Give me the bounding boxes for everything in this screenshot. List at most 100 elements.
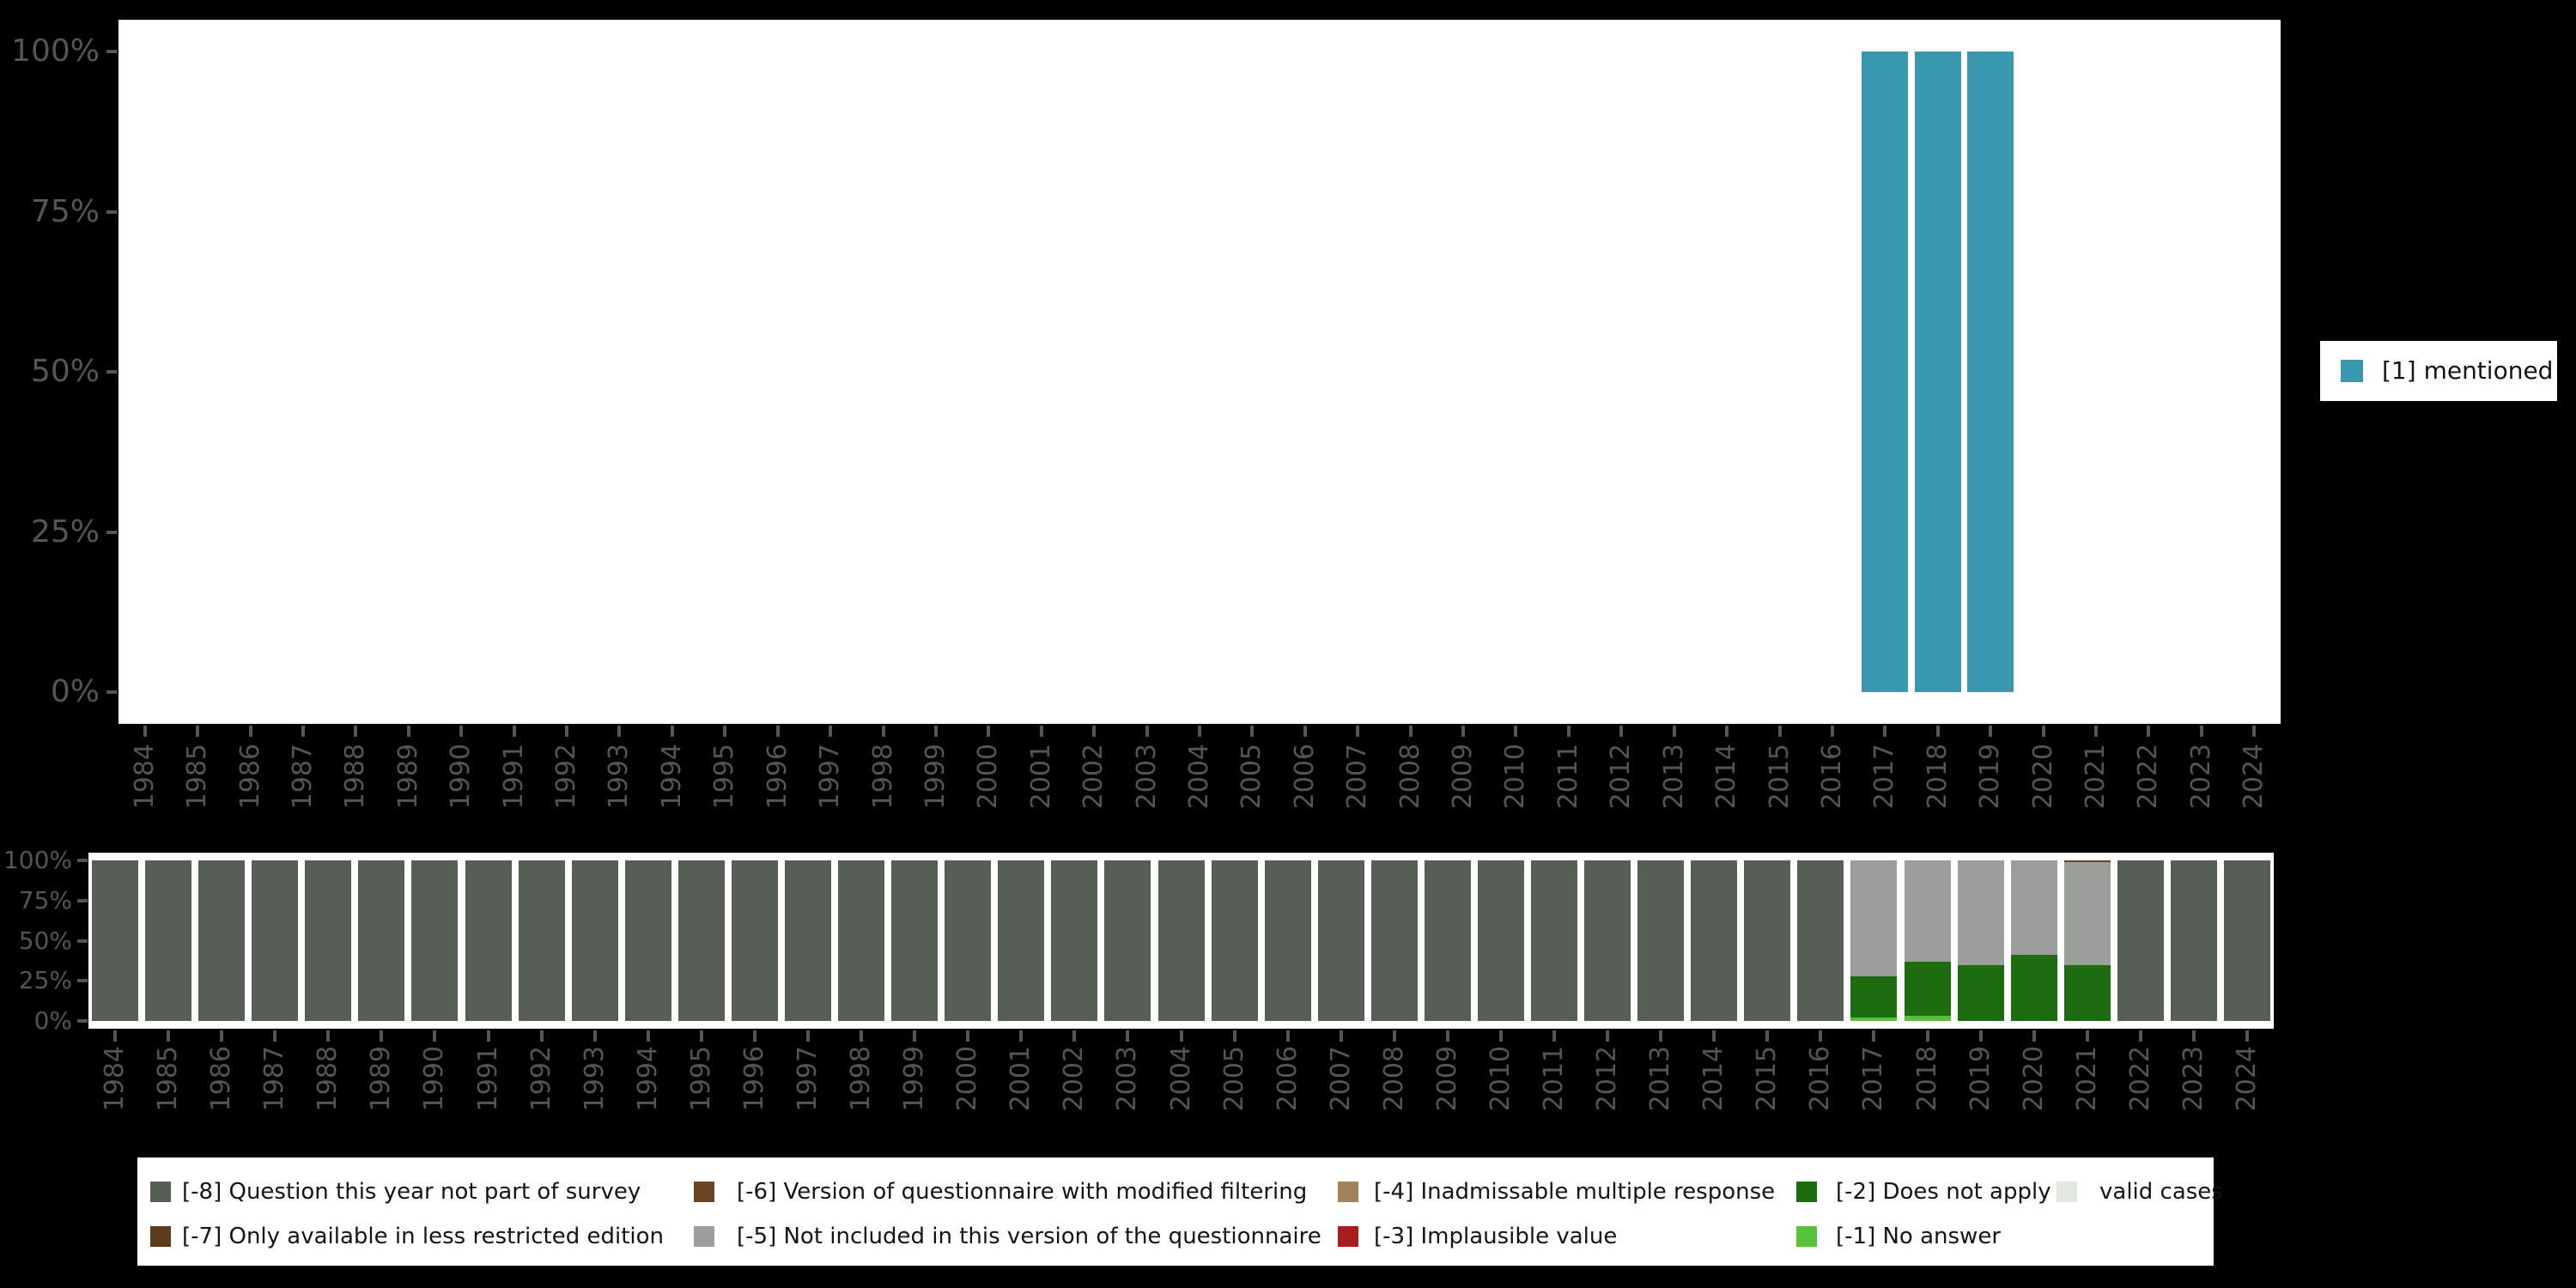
bottom-bar-1997 xyxy=(784,860,831,1021)
bottom-chart-x-tick-1988 xyxy=(326,1030,331,1042)
top-chart-x-tick-2019 xyxy=(1989,726,1993,737)
bottom-bar-2007 xyxy=(1317,860,1364,1021)
bottom-bar-1994 xyxy=(624,860,671,1021)
top-chart-x-tick-2024 xyxy=(2252,726,2257,737)
bottom-bar-2011 xyxy=(1531,860,1577,1021)
bar-segment-1999--8 xyxy=(891,860,939,1021)
bottom-chart-x-tick-label-2020: 2020 xyxy=(2018,1046,2049,1112)
bar-segment-2020--5 xyxy=(2010,860,2057,956)
bottom-chart-x-tick-label-2003: 2003 xyxy=(1112,1046,1143,1112)
bottom-bar-2021 xyxy=(2063,860,2111,1021)
top-chart-x-tick-1995 xyxy=(723,726,727,737)
top-chart-x-tick-1986 xyxy=(248,726,252,737)
bottom-chart-x-tick-2003 xyxy=(1126,1030,1130,1042)
top-bar-2018 xyxy=(1914,52,1961,692)
bottom-chart-x-tick-label-2010: 2010 xyxy=(1485,1046,1516,1112)
bar-segment-1988--8 xyxy=(305,860,352,1021)
bottom-chart-x-tick-1989 xyxy=(380,1030,384,1042)
bottom-chart-x-tick-2012 xyxy=(1606,1030,1610,1042)
legend-swatch--4 xyxy=(1338,1182,1358,1202)
bottom-bar-1992 xyxy=(518,860,565,1021)
bar-segment-2008--8 xyxy=(1370,860,1418,1021)
top-chart-x-tick-label-2004: 2004 xyxy=(1184,744,1214,810)
bottom-bar-1986 xyxy=(198,860,246,1021)
top-chart-x-tick-2011 xyxy=(1566,726,1571,737)
bar-segment-2003--8 xyxy=(1104,860,1151,1021)
legend-label--2: [-2] Does not apply xyxy=(1836,1179,2051,1205)
top-chart-x-tick-2012 xyxy=(1619,726,1624,737)
top-chart-y-tick-50 xyxy=(106,370,117,374)
bottom-bar-1987 xyxy=(252,860,299,1021)
bar-segment-1998--8 xyxy=(838,860,885,1021)
bottom-chart-x-tick-2024 xyxy=(2245,1030,2249,1042)
top-chart-y-tick-label-100: 100% xyxy=(11,33,100,69)
bottom-chart-y-tick-label-100: 100% xyxy=(3,846,72,874)
top-chart-x-tick-label-1988: 1988 xyxy=(340,744,371,810)
top-chart-x-tick-label-1992: 1992 xyxy=(551,744,582,810)
bottom-chart-y-tick-50 xyxy=(77,939,88,943)
legend-swatch-mentioned xyxy=(2341,360,2363,382)
top-chart-x-tick-2014 xyxy=(1725,726,1729,737)
bottom-chart-x-tick-2019 xyxy=(1978,1030,1983,1042)
bottom-chart-y-tick-label-0: 0% xyxy=(33,1006,72,1035)
bottom-chart-x-tick-1994 xyxy=(646,1030,650,1042)
bottom-chart-x-tick-2022 xyxy=(2138,1030,2142,1042)
top-chart-x-tick-label-2016: 2016 xyxy=(1816,744,1847,810)
bar-segment-2019--5 xyxy=(1957,860,2004,965)
bottom-chart-x-tick-label-1995: 1995 xyxy=(685,1046,716,1112)
bottom-bar-2012 xyxy=(1584,860,1631,1021)
legend-label--4: [-4] Inadmissable multiple response xyxy=(1374,1179,1776,1205)
bottom-chart-x-tick-2011 xyxy=(1552,1030,1556,1042)
bottom-bar-2006 xyxy=(1264,860,1311,1021)
top-chart-x-tick-1993 xyxy=(617,726,622,737)
bottom-chart-y-tick-75 xyxy=(77,898,88,902)
bottom-chart-x-tick-2001 xyxy=(1019,1030,1024,1042)
top-chart-x-tick-label-1997: 1997 xyxy=(815,744,846,810)
bottom-chart-x-tick-2004 xyxy=(1179,1030,1183,1042)
bar-segment-2007--8 xyxy=(1317,860,1364,1021)
bottom-chart-x-tick-label-1989: 1989 xyxy=(366,1046,397,1112)
top-chart-x-tick-label-1993: 1993 xyxy=(604,744,635,810)
bottom-chart-x-tick-label-2000: 2000 xyxy=(952,1046,983,1112)
legend-swatch--7 xyxy=(150,1226,171,1247)
bar-segment-2022--8 xyxy=(2117,860,2164,1021)
top-chart-y-tick-0 xyxy=(106,690,117,694)
bottom-chart-x-tick-label-1997: 1997 xyxy=(792,1046,823,1112)
bar-segment-1992--8 xyxy=(518,860,565,1021)
top-chart-x-tick-2013 xyxy=(1672,726,1676,737)
top-chart-x-tick-2004 xyxy=(1198,726,1201,737)
top-chart-x-tick-2008 xyxy=(1408,726,1413,737)
bottom-chart-x-tick-2006 xyxy=(1285,1030,1290,1042)
bottom-bar-2004 xyxy=(1157,860,1205,1021)
legend-swatch-valid xyxy=(2057,1182,2077,1202)
bottom-bar-2014 xyxy=(1691,860,1738,1021)
bar-segment-1985--8 xyxy=(145,860,192,1021)
bar-segment-2021--5 xyxy=(2063,861,2111,965)
bottom-bar-1996 xyxy=(731,860,778,1021)
bottom-chart-x-tick-1995 xyxy=(699,1030,703,1042)
top-chart-x-tick-label-2005: 2005 xyxy=(1236,744,1267,810)
top-chart-x-tick-label-1985: 1985 xyxy=(182,744,213,810)
bar-segment-2011--8 xyxy=(1531,860,1577,1021)
bottom-chart-x-tick-1991 xyxy=(486,1030,490,1042)
bar-segment-2018--1 xyxy=(1904,1016,1951,1021)
top-chart-x-tick-2020 xyxy=(2041,726,2045,737)
top-chart-x-tick-2016 xyxy=(1830,726,1834,737)
top-chart-x-tick-1990 xyxy=(459,726,464,737)
bar-segment-2005--8 xyxy=(1211,860,1258,1021)
bottom-bar-2005 xyxy=(1211,860,1258,1021)
bottom-chart-x-tick-label-1994: 1994 xyxy=(632,1046,663,1112)
bar-segment-2009--8 xyxy=(1424,860,1471,1021)
bar-segment-2018--5 xyxy=(1904,860,1951,962)
bottom-bar-2015 xyxy=(1744,860,1791,1021)
top-chart-x-tick-1992 xyxy=(565,726,569,737)
bar-segment-2013--8 xyxy=(1637,860,1685,1021)
bottom-bar-1991 xyxy=(465,860,512,1021)
top-chart-x-tick-2015 xyxy=(1777,726,1782,737)
bar-segment-2004--8 xyxy=(1157,860,1205,1021)
top-chart-x-tick-label-2010: 2010 xyxy=(1500,744,1531,810)
bottom-chart-x-tick-1986 xyxy=(220,1030,224,1042)
top-bar-2019 xyxy=(1967,52,2014,692)
bottom-chart-x-tick-label-2013: 2013 xyxy=(1645,1046,1676,1112)
